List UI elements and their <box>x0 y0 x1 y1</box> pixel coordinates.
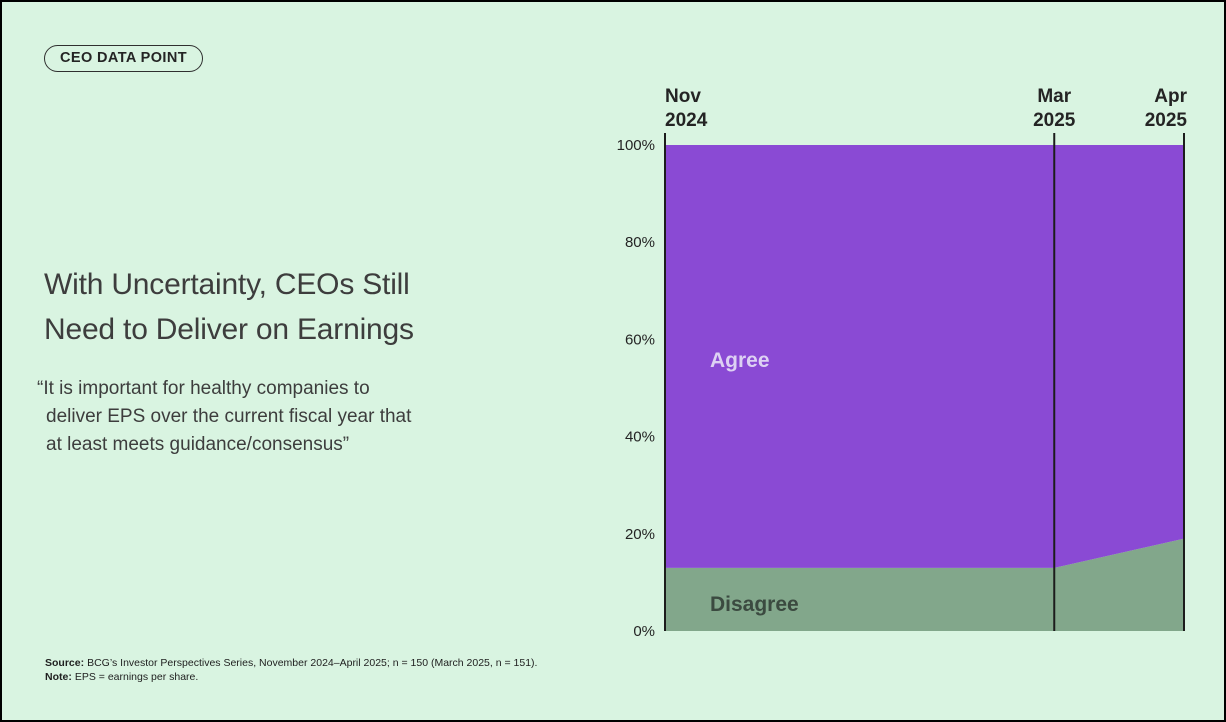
y-tick-label: 20% <box>625 526 655 543</box>
chart-svg: 0% 20% 40% 60% 80% 100% Nov 2024 Mar 2025 Apr 2025 A… <box>617 86 1188 640</box>
quote-line-2: deliver EPS over the current fiscal year… <box>46 406 412 427</box>
source-label: Source: <box>45 657 85 669</box>
quote-line-1: “It is important for healthy companies t… <box>37 378 370 399</box>
series-label-agree: Agree <box>710 349 770 372</box>
badge-label: CEO DATA POINT <box>60 50 187 66</box>
title-line-1: With Uncertainty, CEOs Still <box>44 268 410 301</box>
y-tick-label: 0% <box>633 623 655 638</box>
footnotes: Source: BCG’s Investor Perspectives Serie… <box>45 657 537 684</box>
y-tick-label: 40% <box>625 429 655 446</box>
series-label-disagree: Disagree <box>710 593 799 616</box>
title-line-2: Need to Deliver on Earnings <box>44 313 414 346</box>
y-tick-label: 100% <box>617 137 655 154</box>
x-axis-label-nov: Nov <box>665 86 701 107</box>
quote-line-3: at least meets guidance/consensus” <box>46 434 350 455</box>
note-line: Note: EPS = earnings per share. <box>45 671 537 685</box>
x-axis-label-2025: 2025 <box>1145 110 1188 131</box>
x-axis-label-apr: Apr <box>1154 86 1187 107</box>
survey-question-quote: “It is important for healthy companies t… <box>37 375 412 459</box>
note-text: EPS = earnings per share. <box>74 670 199 683</box>
x-axis-label-2024: 2024 <box>665 110 708 131</box>
x-axis-label-2025: 2025 <box>1033 110 1076 131</box>
note-label: Note: <box>45 670 72 683</box>
stacked-area-chart: 0% 20% 40% 60% 80% 100% Nov 2024 Mar 2025 Apr 2025 A… <box>597 78 1212 640</box>
source-line: Source: BCG’s Investor Perspectives Serie… <box>45 657 537 671</box>
source-text: BCG’s Investor Perspectives Series, Nove… <box>87 657 538 669</box>
page-title: With Uncertainty, CEOs Still Need to Del… <box>44 262 414 352</box>
ceo-data-point-badge: CEO DATA POINT <box>44 45 203 72</box>
y-tick-label: 80% <box>625 234 655 251</box>
x-axis-label-mar: Mar <box>1037 86 1071 107</box>
y-tick-label: 60% <box>625 331 655 348</box>
